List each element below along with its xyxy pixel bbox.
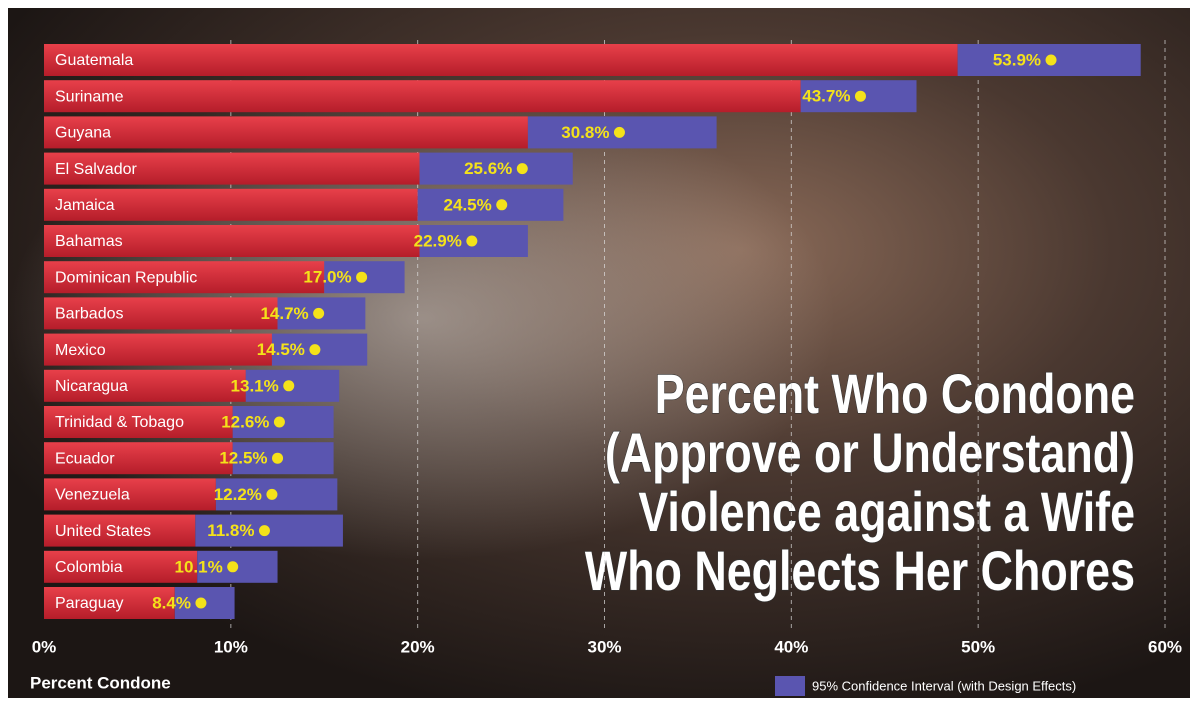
x-tick-label: 40%: [774, 637, 808, 656]
bar: [44, 587, 175, 619]
value-label: 11.8%: [207, 521, 254, 540]
point-estimate: [516, 163, 528, 175]
bar: [44, 152, 420, 185]
bar: [44, 188, 418, 221]
bar: [44, 225, 420, 257]
bar: [44, 550, 198, 583]
value-label: 14.7%: [260, 304, 308, 323]
point-estimate: [195, 597, 207, 609]
bar: [44, 44, 958, 76]
title-line: (Approve or Understand): [605, 421, 1135, 484]
value-label: 12.6%: [221, 412, 269, 431]
bar: [44, 514, 196, 547]
x-tick-label: 20%: [401, 637, 435, 656]
value-label: 8.4%: [152, 593, 191, 612]
category-label: Dominican Republic: [55, 269, 197, 286]
title-line: Who Neglects Her Chores: [585, 539, 1135, 602]
category-label: Guatemala: [55, 52, 133, 69]
value-label: 14.5%: [257, 340, 305, 359]
value-label: 30.8%: [561, 123, 609, 142]
value-label: 13.1%: [231, 376, 279, 395]
category-label: Mexico: [55, 342, 106, 359]
value-label: 12.5%: [219, 449, 267, 468]
category-label: Nicaragua: [55, 378, 128, 395]
value-label: 22.9%: [414, 231, 462, 250]
confidence-interval: [417, 188, 564, 221]
title: Percent Who Condone(Approve or Understan…: [584, 361, 1135, 602]
category-label: Trinidad & Tobago: [55, 414, 184, 431]
value-label: 53.9%: [993, 50, 1041, 69]
category-label: Suriname: [55, 88, 124, 105]
point-estimate: [266, 488, 278, 500]
bar: [44, 297, 278, 330]
point-estimate: [227, 561, 239, 573]
bar: [44, 333, 272, 366]
point-estimate: [613, 126, 625, 138]
category-label: El Salvador: [55, 161, 137, 178]
value-label: 10.1%: [174, 557, 222, 576]
category-label: Jamaica: [55, 197, 115, 214]
category-label: United States: [55, 523, 151, 540]
point-estimate: [272, 452, 284, 464]
bar: [44, 116, 528, 149]
title-line: Percent Who Condone: [655, 362, 1135, 425]
value-label: 12.2%: [214, 485, 262, 504]
value-label: 43.7%: [802, 87, 850, 106]
category-label: Colombia: [55, 559, 123, 576]
point-estimate: [273, 416, 285, 428]
confidence-interval: [419, 152, 573, 185]
value-label: 17.0%: [303, 268, 351, 287]
legend-label: 95% Confidence Interval (with Design Eff…: [812, 678, 1076, 693]
category-label: Ecuador: [55, 450, 115, 467]
point-estimate: [258, 525, 270, 537]
point-estimate: [496, 199, 508, 211]
point-estimate: [313, 307, 325, 319]
category-label: Guyana: [55, 125, 111, 142]
point-estimate: [283, 380, 295, 392]
x-tick-label: 60%: [1148, 637, 1182, 656]
bar: [44, 261, 325, 294]
title-line: Violence against a Wife: [638, 480, 1135, 543]
category-label: Paraguay: [55, 595, 124, 612]
x-tick-label: 10%: [214, 637, 248, 656]
point-estimate: [466, 235, 478, 247]
point-estimate: [309, 344, 321, 356]
x-axis-label: Percent Condone: [30, 673, 171, 692]
bar: [44, 478, 216, 511]
x-tick-label: 50%: [961, 637, 995, 656]
bar: [44, 442, 233, 475]
point-estimate: [1045, 54, 1057, 66]
x-tick-label: 30%: [587, 637, 621, 656]
point-estimate: [854, 90, 866, 102]
bar: [44, 406, 233, 438]
value-label: 24.5%: [444, 195, 492, 214]
legend-swatch: [775, 676, 805, 696]
point-estimate: [356, 271, 368, 283]
category-label: Bahamas: [55, 233, 123, 250]
category-label: Venezuela: [55, 487, 130, 504]
bar: [44, 369, 246, 402]
x-tick-label: 0%: [32, 637, 57, 656]
category-label: Barbados: [55, 306, 124, 323]
bar: [44, 80, 801, 113]
confidence-interval: [232, 442, 334, 475]
value-label: 25.6%: [464, 159, 512, 178]
